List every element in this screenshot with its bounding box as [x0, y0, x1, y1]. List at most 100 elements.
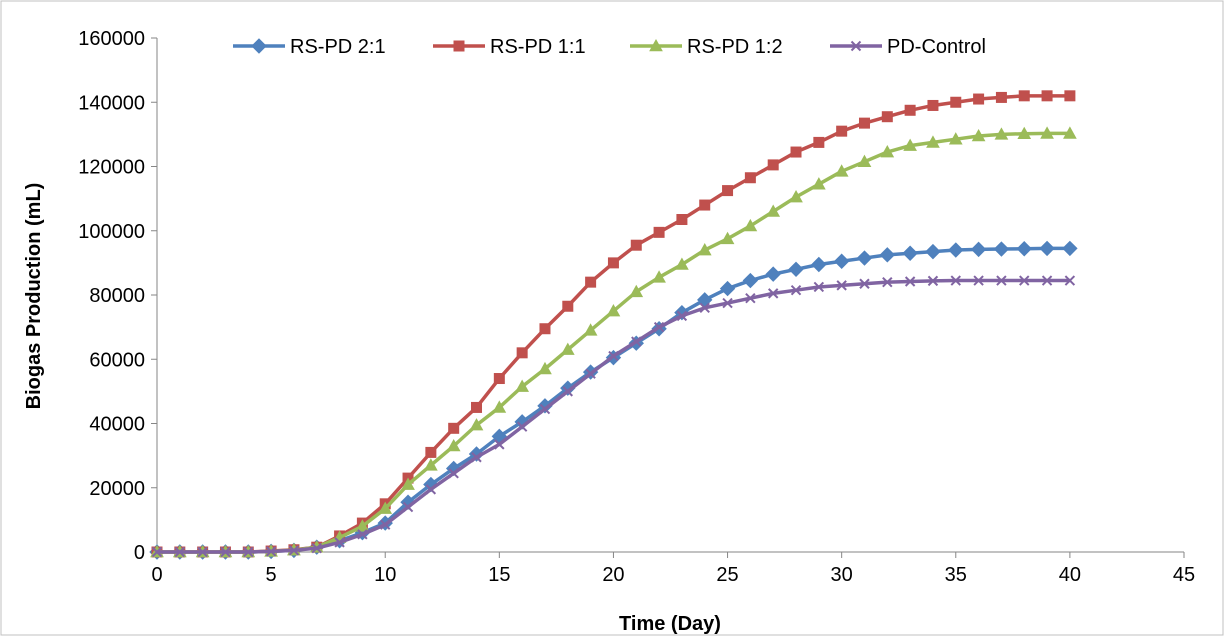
data-point — [927, 275, 939, 287]
x-tick-label: 45 — [1173, 564, 1195, 586]
legend-item: PD-Control — [830, 36, 986, 58]
data-point — [973, 93, 985, 105]
data-point — [766, 204, 781, 217]
legend-swatch-marker — [850, 40, 862, 52]
data-point — [151, 546, 163, 558]
data-point — [174, 546, 186, 558]
data-point — [1018, 90, 1030, 102]
data-point — [538, 361, 552, 375]
data-point — [813, 281, 825, 293]
data-point — [927, 99, 939, 111]
data-point — [585, 276, 597, 288]
legend-label: PD-Control — [887, 36, 986, 58]
x-tick-label: 15 — [488, 564, 510, 586]
data-point — [971, 128, 986, 142]
data-point — [355, 519, 370, 532]
x-axis-title: Time (Day) — [619, 613, 721, 635]
data-point — [311, 542, 322, 554]
data-point — [494, 439, 505, 450]
data-point — [904, 276, 916, 287]
data-point — [811, 177, 826, 190]
data-point — [744, 172, 756, 184]
y-tick-label: 100000 — [78, 221, 145, 243]
data-point — [583, 323, 598, 336]
data-point — [858, 117, 870, 129]
data-point — [950, 275, 961, 286]
data-point — [813, 136, 825, 148]
data-point — [742, 272, 759, 289]
data-point — [631, 336, 642, 347]
x-tick-label: 10 — [374, 564, 396, 586]
data-point — [993, 241, 1010, 257]
data-point — [1063, 126, 1077, 139]
data-point — [653, 321, 665, 333]
data-point — [1064, 275, 1076, 286]
data-point — [220, 546, 231, 558]
data-point — [903, 138, 917, 151]
data-point — [471, 452, 482, 463]
data-point — [699, 199, 711, 211]
data-point — [585, 368, 596, 379]
data-point — [606, 304, 621, 317]
y-tick-label: 140000 — [78, 92, 145, 114]
data-point — [857, 154, 872, 167]
y-tick-label: 40000 — [89, 414, 145, 436]
data-point — [1064, 90, 1076, 102]
data-point — [560, 342, 575, 355]
data-point — [811, 256, 827, 273]
data-point — [879, 247, 896, 263]
y-tick-label: 120000 — [78, 157, 145, 179]
data-point — [948, 132, 963, 145]
data-point — [607, 257, 619, 269]
data-point — [995, 91, 1007, 103]
data-point — [675, 257, 689, 270]
data-point — [516, 347, 528, 359]
data-point — [881, 111, 893, 123]
legend-item: RS-PD 1:1 — [433, 36, 586, 58]
data-point — [790, 284, 802, 296]
data-point — [402, 501, 414, 513]
data-point — [515, 379, 530, 392]
data-point — [378, 501, 393, 514]
y-tick-label: 20000 — [89, 478, 145, 500]
data-point — [790, 146, 802, 158]
data-point — [720, 231, 735, 245]
data-point — [745, 293, 756, 304]
data-point — [539, 323, 551, 335]
data-point — [996, 275, 1007, 286]
data-point — [425, 484, 437, 495]
data-point — [288, 545, 300, 556]
x-tick-label: 25 — [716, 564, 738, 586]
data-point — [836, 280, 847, 291]
data-point — [699, 302, 710, 314]
series-pd-control — [151, 275, 1076, 558]
legend: RS-PD 2:1 RS-PD 1:1 RS-PD 1:2 PD-Control — [233, 36, 986, 58]
data-point — [629, 284, 644, 298]
data-point — [856, 250, 873, 266]
data-point — [904, 104, 916, 116]
data-point — [1039, 240, 1055, 257]
data-point — [608, 350, 619, 362]
data-point — [950, 96, 962, 108]
x-tick-label: 35 — [945, 564, 967, 586]
data-point — [767, 288, 779, 299]
data-point — [1041, 90, 1053, 102]
data-point — [925, 243, 941, 260]
data-point — [1016, 241, 1032, 257]
x-tick-label: 30 — [831, 564, 853, 586]
x-tick-label: 20 — [602, 564, 624, 586]
data-point — [1017, 126, 1032, 140]
data-point — [902, 245, 918, 261]
legend-item: RS-PD 1:2 — [630, 36, 783, 58]
data-point — [1019, 275, 1030, 286]
data-point — [492, 400, 507, 413]
data-point — [743, 218, 758, 232]
data-point — [948, 242, 964, 258]
data-point — [836, 125, 848, 137]
data-point — [1062, 240, 1078, 257]
data-point — [973, 275, 984, 286]
data-point — [994, 127, 1009, 140]
data-point — [833, 253, 850, 269]
data-point — [468, 446, 485, 462]
